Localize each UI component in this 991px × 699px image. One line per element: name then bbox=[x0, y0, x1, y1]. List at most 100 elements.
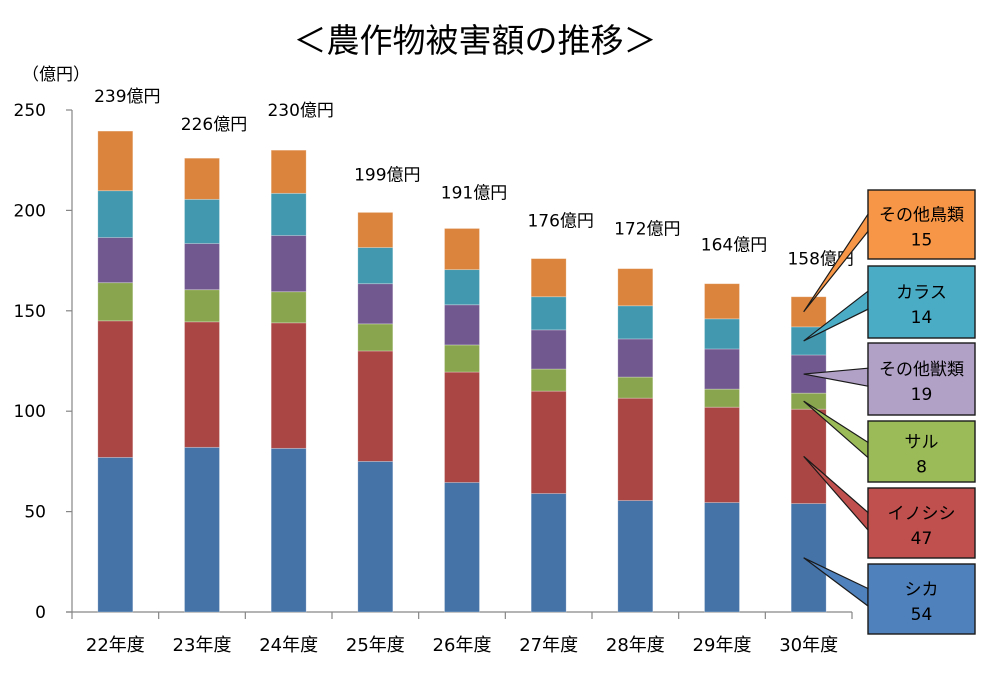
bar-segment bbox=[530, 296, 567, 331]
bar-segment bbox=[357, 247, 394, 285]
bar-segment bbox=[270, 322, 307, 449]
bar-segment bbox=[97, 456, 134, 613]
total-label: 164億円 bbox=[701, 236, 767, 256]
y-tick-label: 250 bbox=[14, 101, 46, 121]
bar-segment bbox=[617, 397, 654, 501]
callout-3: その他獣類 19 bbox=[803, 342, 976, 416]
bar-segment bbox=[530, 390, 567, 494]
bar-segment bbox=[270, 447, 307, 613]
bar-segment bbox=[444, 371, 480, 483]
bar-segment bbox=[704, 348, 740, 390]
bar-segment bbox=[790, 503, 827, 613]
x-tick-label: 25年度 bbox=[346, 635, 405, 656]
total-label: 172億円 bbox=[614, 220, 680, 240]
bar-segment bbox=[704, 318, 740, 350]
y-tick-label: 50 bbox=[24, 503, 46, 523]
bar-segment bbox=[357, 283, 394, 325]
x-tick-label: 22年度 bbox=[86, 635, 145, 656]
callout-value: 15 bbox=[911, 231, 933, 251]
bar-segment bbox=[444, 482, 480, 613]
x-tick-label: 30年度 bbox=[779, 635, 838, 656]
bar-segment bbox=[617, 500, 654, 613]
bar-segment bbox=[270, 291, 307, 324]
y-tick-label: 200 bbox=[14, 201, 46, 221]
callout-joint bbox=[868, 443, 871, 457]
bar-segment bbox=[617, 305, 654, 340]
bar-segment bbox=[617, 376, 654, 399]
total-label: 226億円 bbox=[181, 115, 247, 135]
bar-segment bbox=[184, 157, 220, 200]
callout-value: 54 bbox=[911, 605, 933, 625]
bar-segment bbox=[530, 368, 567, 392]
callouts: その他鳥類 15 カラス 14 その他獣類 19 サル 8 イノシシ 47 シカ 54 bbox=[803, 189, 976, 635]
x-tick-label: 27年度 bbox=[519, 635, 578, 656]
callout-1: その他鳥類 15 bbox=[803, 189, 976, 313]
total-label: 230億円 bbox=[267, 101, 333, 121]
callout-4: サル 8 bbox=[803, 400, 976, 483]
x-tick-label: 24年度 bbox=[259, 635, 318, 656]
bar-segment bbox=[704, 283, 740, 320]
bar-segment bbox=[97, 237, 134, 284]
bar-segment bbox=[530, 493, 567, 613]
bar-segment bbox=[357, 212, 394, 248]
callout-label: その他鳥類 bbox=[879, 206, 964, 226]
callout-value: 14 bbox=[911, 308, 933, 328]
bar-segment bbox=[184, 289, 220, 323]
bar-segment bbox=[704, 388, 740, 408]
callout-box bbox=[867, 342, 976, 416]
callout-joint bbox=[868, 513, 871, 529]
callout-label: カラス bbox=[896, 283, 947, 303]
bar-segment bbox=[97, 282, 134, 322]
bar-segment bbox=[530, 258, 567, 298]
total-labels: 239億円 226億円 230億円 199億円 191億円 176億円 172億円 164億円… bbox=[94, 87, 854, 270]
callout-value: 8 bbox=[916, 458, 927, 478]
y-tick-label: 0 bbox=[35, 603, 46, 623]
callout-label: イノシシ bbox=[888, 504, 956, 524]
bar-segment bbox=[530, 329, 567, 370]
y-axis-unit-label: （億円） bbox=[22, 65, 90, 85]
total-label: 176億円 bbox=[527, 212, 593, 232]
bar-segment bbox=[790, 408, 827, 504]
callout-label: シカ bbox=[905, 580, 939, 600]
total-label: 199億円 bbox=[354, 165, 420, 185]
callout-box bbox=[867, 420, 976, 483]
bar-segment bbox=[444, 269, 480, 306]
callout-5: イノシシ 47 bbox=[803, 455, 976, 559]
bar-segment bbox=[444, 228, 480, 271]
bars bbox=[97, 130, 827, 613]
bar-segment bbox=[270, 149, 307, 194]
bar-segment bbox=[97, 190, 134, 238]
bar-segment bbox=[357, 460, 394, 613]
callout-value: 19 bbox=[911, 385, 933, 405]
bar-segment bbox=[270, 235, 307, 293]
total-label: 191億円 bbox=[441, 183, 507, 203]
bar-segment bbox=[184, 198, 220, 244]
callout-box bbox=[867, 189, 976, 260]
chart-title: ＜農作物被害額の推移＞ bbox=[294, 21, 657, 60]
bar-segment bbox=[704, 406, 740, 503]
x-tick-label: 26年度 bbox=[433, 635, 492, 656]
bar-segment bbox=[790, 392, 827, 410]
bar-segment bbox=[184, 321, 220, 448]
bar-segment bbox=[444, 344, 480, 373]
bar-segment bbox=[97, 320, 134, 458]
callout-6: シカ 54 bbox=[803, 557, 976, 635]
bar-segment bbox=[270, 192, 307, 236]
bar-segment bbox=[617, 338, 654, 378]
callout-box bbox=[867, 563, 976, 635]
bar-segment bbox=[97, 130, 134, 192]
x-tick-label: 23年度 bbox=[173, 635, 232, 656]
callout-joint bbox=[868, 215, 871, 231]
callout-joint bbox=[868, 292, 871, 309]
total-label: 239億円 bbox=[94, 87, 160, 107]
callout-joint bbox=[868, 369, 871, 386]
callout-2: カラス 14 bbox=[803, 265, 976, 342]
y-tick-label: 150 bbox=[14, 302, 46, 322]
y-tick-label: 100 bbox=[14, 402, 46, 422]
callout-value: 47 bbox=[911, 529, 933, 549]
bar-segment bbox=[184, 446, 220, 613]
bar-segment bbox=[357, 350, 394, 462]
bar-segment bbox=[357, 323, 394, 352]
callout-box bbox=[867, 265, 976, 339]
